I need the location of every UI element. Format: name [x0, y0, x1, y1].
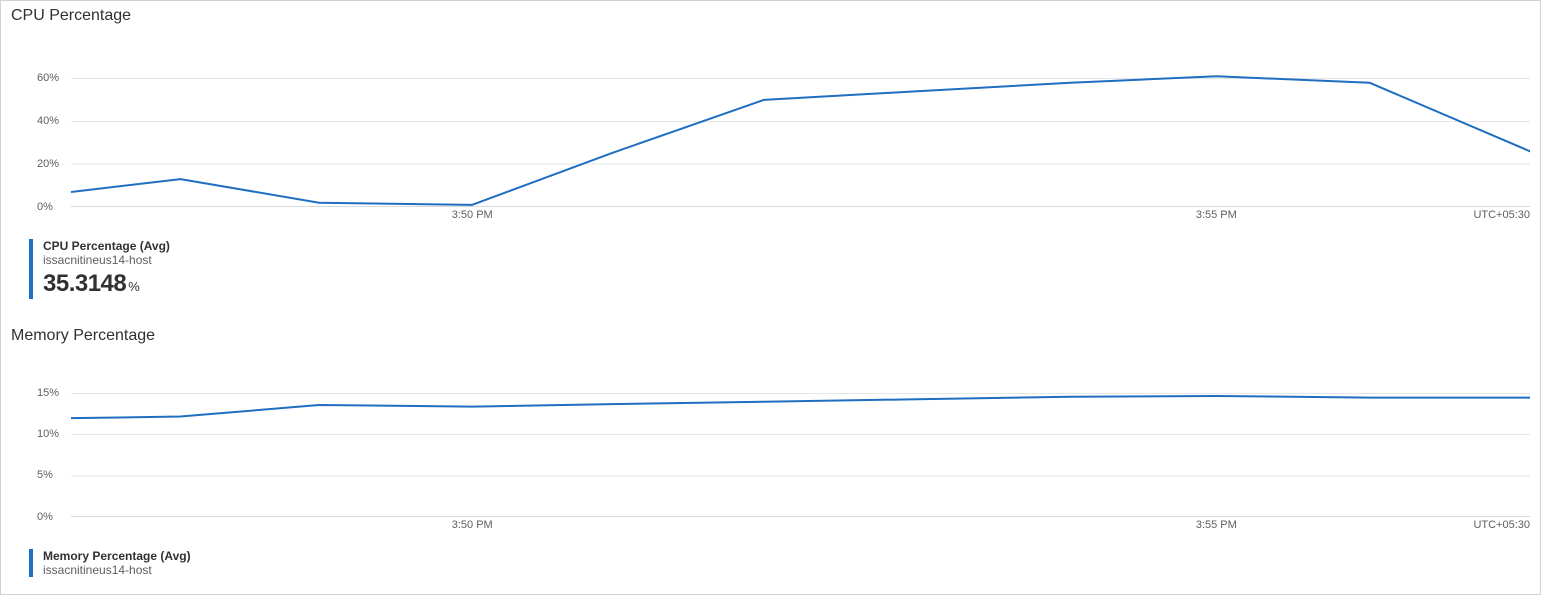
cpu-chart-area[interactable]: 0%20%40%60%: [31, 27, 1530, 207]
memory-ytick-label: 0%: [37, 511, 53, 523]
cpu-legend[interactable]: CPU Percentage (Avg) issacnitineus14-hos…: [29, 239, 1540, 299]
memory-legend[interactable]: Memory Percentage (Avg) issacnitineus14-…: [29, 549, 1540, 578]
memory-legend-host: issacnitineus14-host: [43, 563, 1540, 577]
cpu-ytick-label: 0%: [37, 201, 53, 213]
cpu-chart-title: CPU Percentage: [1, 1, 1540, 27]
cpu-x-axis-labels: 3:50 PM 3:55 PM UTC+05:30: [71, 207, 1530, 227]
cpu-ytick-label: 40%: [37, 115, 59, 127]
cpu-legend-unit: %: [128, 279, 140, 294]
cpu-xtick-label: 3:50 PM: [452, 209, 493, 221]
memory-plot: [71, 347, 1530, 517]
cpu-legend-value-line: 35.3148%: [43, 270, 1540, 299]
cpu-chart-section: CPU Percentage 0% 20% 40% 60% 3:50 PM 3:55 P…: [1, 1, 1540, 299]
memory-ytick-label: 15%: [37, 387, 59, 399]
memory-xtick-label: 3:50 PM: [452, 519, 493, 531]
metrics-panel: CPU Percentage 0% 20% 40% 60% 3:50 PM 3:55 P…: [0, 0, 1541, 595]
memory-chart-area[interactable]: 0%5%10%15%: [31, 347, 1530, 517]
cpu-legend-value: 35.3148: [43, 270, 126, 297]
memory-xtick-label: 3:55 PM: [1196, 519, 1237, 531]
memory-chart-section: Memory Percentage 0% 5% 10% 15% 3:50 PM 3:55…: [1, 321, 1540, 578]
memory-timezone-label: UTC+05:30: [1473, 519, 1530, 531]
cpu-xtick-label: 3:55 PM: [1196, 209, 1237, 221]
cpu-plot: [71, 27, 1530, 207]
memory-ytick-label: 5%: [37, 469, 53, 481]
cpu-legend-series: CPU Percentage (Avg): [43, 239, 1540, 253]
memory-legend-series: Memory Percentage (Avg): [43, 549, 1540, 563]
cpu-timezone-label: UTC+05:30: [1473, 209, 1530, 221]
cpu-ytick-label: 20%: [37, 158, 59, 170]
cpu-ytick-label: 60%: [37, 72, 59, 84]
cpu-legend-host: issacnitineus14-host: [43, 253, 1540, 267]
memory-x-axis-labels: 3:50 PM 3:55 PM UTC+05:30: [71, 517, 1530, 537]
memory-ytick-label: 10%: [37, 428, 59, 440]
memory-chart-title: Memory Percentage: [1, 321, 1540, 347]
